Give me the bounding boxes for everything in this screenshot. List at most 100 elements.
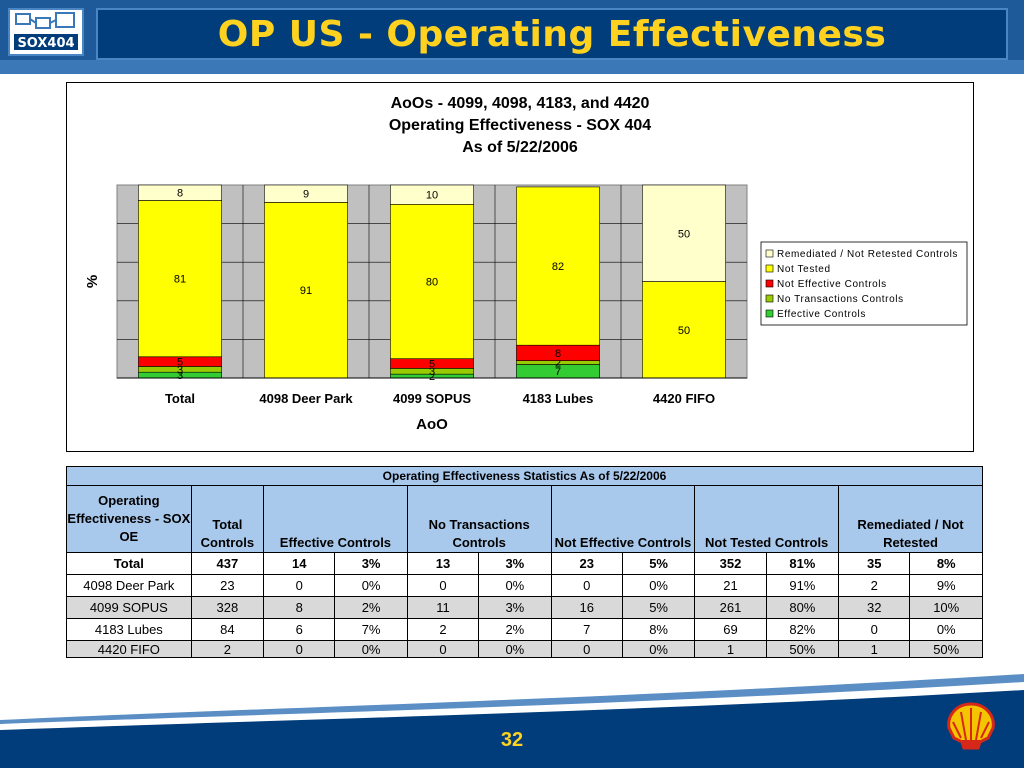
- x-tick-label: 4420 FIFO: [653, 391, 715, 406]
- table-cell: 0%: [621, 574, 696, 597]
- table-cell: 82%: [765, 618, 840, 641]
- table-cell: 437: [190, 552, 265, 575]
- table-cell: 7: [550, 618, 623, 641]
- table-cell: 261: [694, 596, 767, 619]
- header-cell: Operating Effectiveness - SOX OE: [66, 485, 192, 553]
- legend-label: No Transactions Controls: [777, 294, 904, 305]
- stats-table-title: Operating Effectiveness Statistics As of…: [66, 466, 983, 486]
- table-cell: 3%: [478, 552, 552, 575]
- header-cell: Effective Controls: [263, 485, 408, 553]
- table-cell: 0%: [621, 640, 696, 658]
- table-cell: 328: [190, 596, 265, 619]
- table-cell: 0%: [909, 618, 983, 641]
- table-cell: 2%: [478, 618, 552, 641]
- table-row: 4183 Lubes 84 6 7% 2 2% 7 8% 69 82% 0 0%: [66, 618, 983, 641]
- legend-swatch: [765, 279, 774, 288]
- header-cell: Not Effective Controls: [550, 485, 696, 553]
- legend-box: [760, 241, 968, 326]
- table-cell: 81%: [765, 552, 840, 575]
- header-tab: [480, 74, 490, 80]
- table-cell: 1: [838, 640, 911, 658]
- table-cell: 5%: [621, 596, 696, 619]
- table-cell: 0%: [334, 640, 408, 658]
- y-axis-label: %: [84, 275, 101, 288]
- footer-wave: [0, 674, 1024, 768]
- data-label: 2: [555, 358, 561, 370]
- x-tick-label: 4098 Deer Park: [259, 391, 353, 406]
- legend-swatch: [765, 294, 774, 303]
- bar-segment: [138, 200, 222, 358]
- stats-header-row: Operating Effectiveness - SOX OE Total C…: [66, 485, 983, 553]
- table-cell: 0: [838, 618, 911, 641]
- data-label: 9: [303, 189, 309, 201]
- table-cell: 1: [694, 640, 767, 658]
- table-cell: 69: [694, 618, 767, 641]
- table-cell: 14: [263, 552, 336, 575]
- table-cell: 352: [694, 552, 767, 575]
- table-cell: 4420 FIFO: [66, 640, 192, 658]
- table-cell: 0%: [478, 574, 552, 597]
- table-cell: 5%: [621, 552, 696, 575]
- table-cell: 13: [406, 552, 480, 575]
- bar-segment: [390, 204, 474, 359]
- table-cell: 8%: [621, 618, 696, 641]
- table-cell: 0: [263, 574, 336, 597]
- table-cell: 0%: [334, 574, 408, 597]
- bar-segment: [138, 184, 222, 201]
- table-cell: 2: [406, 618, 480, 641]
- table-cell: 84: [190, 618, 265, 641]
- table-cell: 3%: [478, 596, 552, 619]
- x-tick-label: Total: [165, 391, 195, 406]
- table-cell: 0: [406, 574, 480, 597]
- legend-label: Not Tested: [777, 264, 831, 275]
- stats-table: Operating Effectiveness Statistics As of…: [66, 466, 983, 658]
- data-label: 3: [429, 366, 435, 378]
- data-label: 2: [429, 371, 435, 383]
- slide-title: OP US - Operating Effectiveness: [217, 14, 887, 55]
- chart-title-line-1: AoOs - 4099, 4098, 4183, and 4420: [390, 95, 650, 112]
- header-tab: [205, 74, 300, 80]
- data-label: 5: [429, 359, 435, 371]
- table-cell: 23: [190, 574, 265, 597]
- data-label: 8: [555, 348, 561, 360]
- header-cell: No Transactions Controls: [406, 485, 552, 553]
- table-cell: 16: [550, 596, 623, 619]
- header-cell: Total Controls: [190, 485, 265, 553]
- header-title-bar: [96, 8, 1008, 60]
- legend-label: Not Effective Controls: [777, 279, 887, 290]
- data-label: 10: [426, 190, 438, 202]
- sox404-logo: SOX404: [8, 8, 84, 56]
- table-cell: 0: [550, 640, 623, 658]
- table-row: 4098 Deer Park 23 0 0% 0 0% 0 0% 21 91% …: [66, 574, 983, 597]
- table-cell: 11: [406, 596, 480, 619]
- data-label: 5: [177, 357, 183, 369]
- table-cell: 9%: [909, 574, 983, 597]
- header-tab: [697, 74, 802, 80]
- table-cell: 4098 Deer Park: [66, 574, 192, 597]
- table-cell: 2: [190, 640, 265, 658]
- table-cell: 50%: [909, 640, 983, 658]
- stats-table-container: Operating Effectiveness Statistics As of…: [66, 466, 983, 666]
- table-cell: 0: [550, 574, 623, 597]
- data-label: 50: [678, 228, 690, 240]
- table-row: 4099 SOPUS 328 8 2% 11 3% 16 5% 261 80% …: [66, 596, 983, 619]
- x-axis-label: AoO: [416, 416, 448, 433]
- data-label: 8: [177, 188, 183, 200]
- table-cell: 0: [263, 640, 336, 658]
- table-cell: 35: [838, 552, 911, 575]
- legend-swatch: [765, 264, 774, 273]
- table-cell: 21: [694, 574, 767, 597]
- bar-segment: [516, 186, 600, 346]
- legend-swatch: [765, 249, 774, 258]
- table-cell: 80%: [765, 596, 840, 619]
- data-label: 50: [678, 325, 690, 337]
- data-label: 82: [552, 261, 564, 273]
- header-cell: Remediated / Not Retested: [838, 485, 983, 553]
- legend-swatch: [765, 309, 774, 318]
- bar-segment: [264, 184, 348, 203]
- data-label: 80: [426, 277, 438, 289]
- table-cell: 91%: [765, 574, 840, 597]
- legend-label: Effective Controls: [777, 309, 866, 320]
- chart-title-line-3: As of 5/22/2006: [462, 139, 578, 156]
